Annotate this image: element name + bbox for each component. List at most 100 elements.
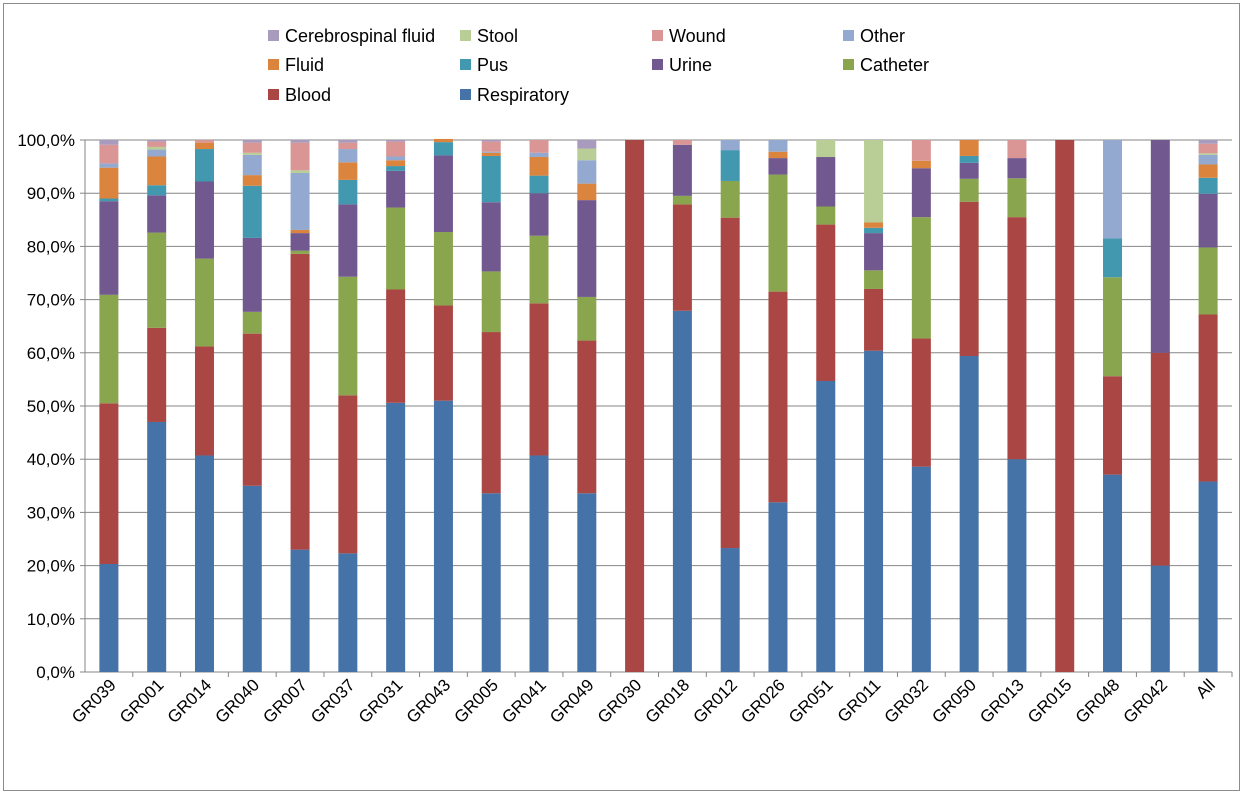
bar-segment (959, 140, 979, 156)
bar-segment (1007, 217, 1027, 460)
bar-segment (433, 155, 453, 233)
bar-segment (433, 232, 453, 306)
bar-segment (242, 175, 262, 186)
bar-segment (481, 141, 501, 152)
y-tick-label: 100,0% (17, 131, 75, 150)
bar-segment (1007, 140, 1027, 159)
legend-swatch (843, 59, 854, 70)
bar-segment (577, 160, 597, 184)
x-tick-label: GR043 (403, 675, 455, 727)
bar-segment (1055, 140, 1075, 672)
bar-segment (433, 400, 453, 672)
bar-segment (768, 158, 788, 175)
y-tick-label: 70,0% (27, 291, 75, 310)
bar-segment (864, 140, 884, 223)
bar-segment (1150, 140, 1170, 353)
y-tick-label: 10,0% (27, 610, 75, 629)
bar-segment (864, 233, 884, 271)
x-tick-label: GR014 (164, 675, 216, 727)
bar-segment (529, 152, 549, 158)
x-tick-label: GR015 (1024, 675, 1076, 727)
bar-segment (194, 149, 214, 182)
bar-segment (911, 466, 931, 672)
bar-segment (242, 142, 262, 153)
x-tick-label: GR039 (68, 675, 120, 727)
bar-segment (433, 142, 453, 156)
bar-segment (529, 140, 549, 153)
bar-segment (338, 140, 358, 143)
bar-segment (338, 395, 358, 554)
bar-segment (577, 493, 597, 672)
bar-segment (147, 141, 167, 147)
x-tick-label: GR040 (212, 675, 264, 727)
bar-segment (816, 224, 836, 381)
bar-segment (386, 289, 406, 403)
bar-segment (99, 294, 119, 404)
y-tick-label: 90,0% (27, 184, 75, 203)
bar-segment (147, 421, 167, 672)
bar-segment (147, 149, 167, 157)
bar-segment (147, 327, 167, 422)
bar-segment (768, 151, 788, 159)
y-tick-label: 0,0% (36, 663, 75, 682)
legend-swatch (460, 59, 471, 70)
bar-segment (194, 258, 214, 347)
bar-segment (1198, 164, 1218, 178)
bar-segment (911, 140, 931, 161)
bar-segment (386, 170, 406, 208)
x-tick-label: GR005 (451, 675, 503, 727)
bar-segment (242, 311, 262, 334)
bar-segment (1198, 154, 1218, 165)
y-tick-label: 20,0% (27, 557, 75, 576)
legend-label: Stool (477, 26, 518, 46)
bar-segment (577, 148, 597, 161)
bar-segment (529, 455, 549, 672)
bar-segment (959, 155, 979, 163)
bar-segment (529, 193, 549, 236)
bar-segment (577, 296, 597, 341)
bar-segment (1103, 474, 1123, 672)
bar-segment (720, 150, 740, 181)
bar-segment (720, 140, 740, 151)
bar-segment (672, 195, 692, 205)
bar-segment (911, 338, 931, 467)
x-tick-label: GR041 (498, 675, 550, 727)
bar-segment (242, 333, 262, 486)
x-tick-label: GR011 (834, 675, 885, 726)
bar-segment (529, 303, 549, 456)
x-tick-label: GR042 (1120, 675, 1172, 727)
bar-segment (864, 227, 884, 234)
bar-segment (1198, 247, 1218, 315)
y-tick-label: 80,0% (27, 237, 75, 256)
bar-segment (242, 154, 262, 176)
x-tick-label: All (1192, 675, 1219, 702)
bar-segment (481, 202, 501, 272)
bar-segment (1198, 143, 1218, 154)
x-tick-label: GR031 (355, 675, 407, 727)
bar-segment (864, 222, 884, 228)
bar-segment (1198, 193, 1218, 248)
bar-segment (481, 151, 501, 153)
x-tick-label: GR013 (976, 675, 1028, 727)
bar-segment (529, 157, 549, 176)
bar-segment (720, 217, 740, 549)
bar-segment (147, 185, 167, 196)
legend-swatch (268, 59, 279, 70)
bar-segment (672, 140, 692, 145)
x-tick-label: GR001 (116, 675, 168, 727)
bar-segment (481, 493, 501, 672)
bar-segment (194, 142, 214, 150)
bar-segment (577, 183, 597, 201)
x-tick-label: GR037 (307, 675, 359, 727)
bar-segment (1198, 177, 1218, 194)
bar-segment (338, 149, 358, 163)
bar-segment (99, 403, 119, 565)
x-tick-label: GR030 (594, 675, 646, 727)
x-tick-label: GR007 (259, 675, 311, 727)
bar-segment (242, 152, 262, 155)
bar-segment (959, 201, 979, 356)
bar-segment (481, 271, 501, 333)
bar-segment (1198, 314, 1218, 482)
legend-label: Wound (669, 26, 726, 46)
